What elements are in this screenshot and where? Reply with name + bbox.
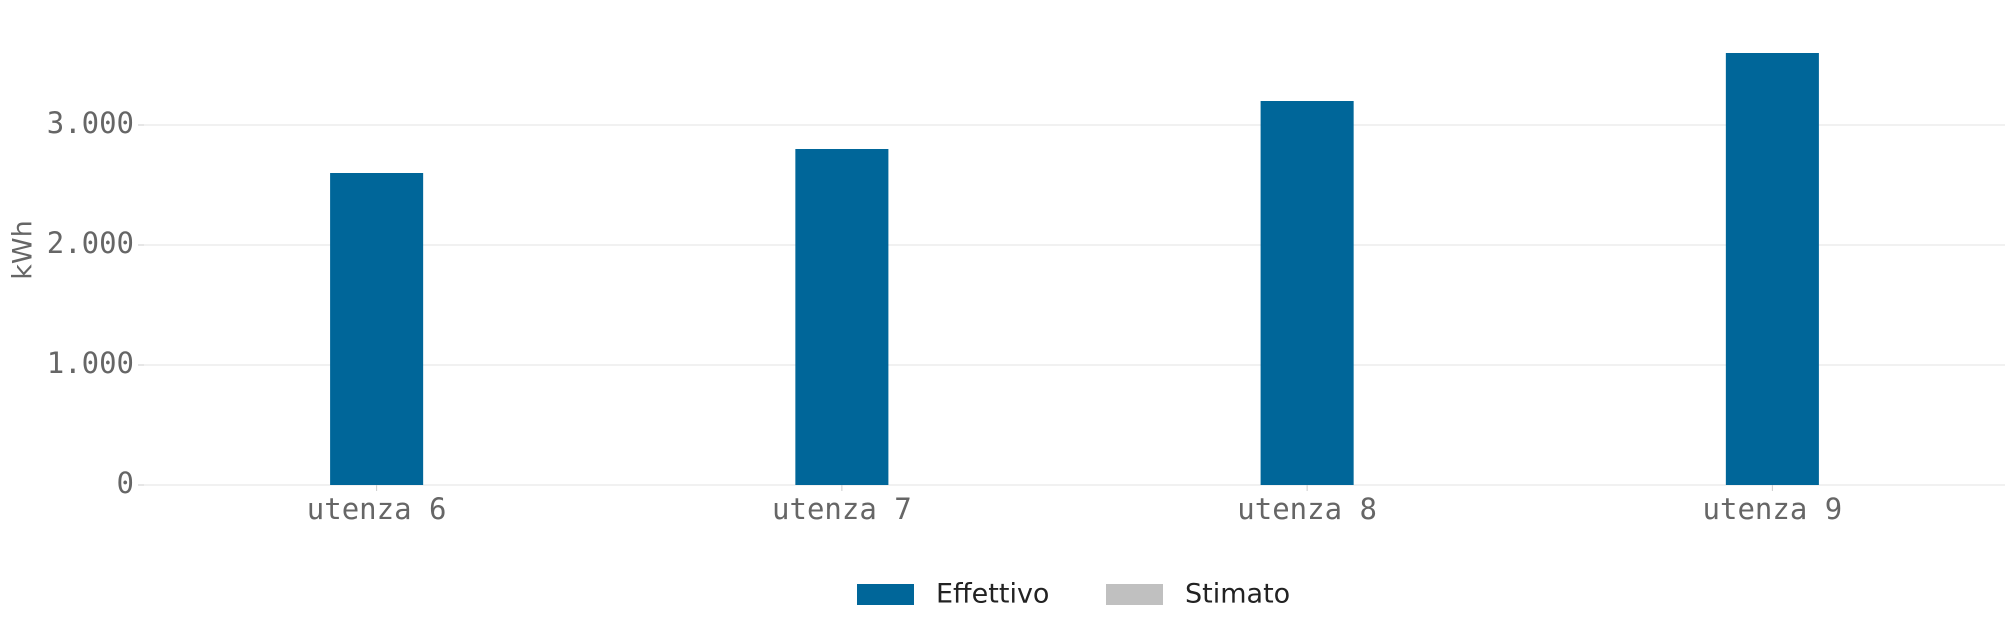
x-tick-label: utenza 6 [307,492,447,526]
y-tick-label: 0 [117,466,134,500]
bar [1725,53,1819,485]
legend-swatch [857,584,914,605]
x-tick-label: utenza 9 [1703,492,1843,526]
legend-label: Effettivo [936,579,1049,610]
y-tick-label: 1.000 [47,346,134,380]
bar [1260,101,1354,485]
x-tick-label: utenza 7 [772,492,912,526]
y-tick-label: 2.000 [47,226,134,260]
x-tick-label: utenza 8 [1237,492,1377,526]
y-axis-label: kWh [8,220,39,279]
bar [330,173,424,485]
bar [795,149,889,485]
legend-swatch [1106,584,1163,605]
y-tick-label: 3.000 [47,106,134,140]
legend-label: Stimato [1185,579,1290,610]
